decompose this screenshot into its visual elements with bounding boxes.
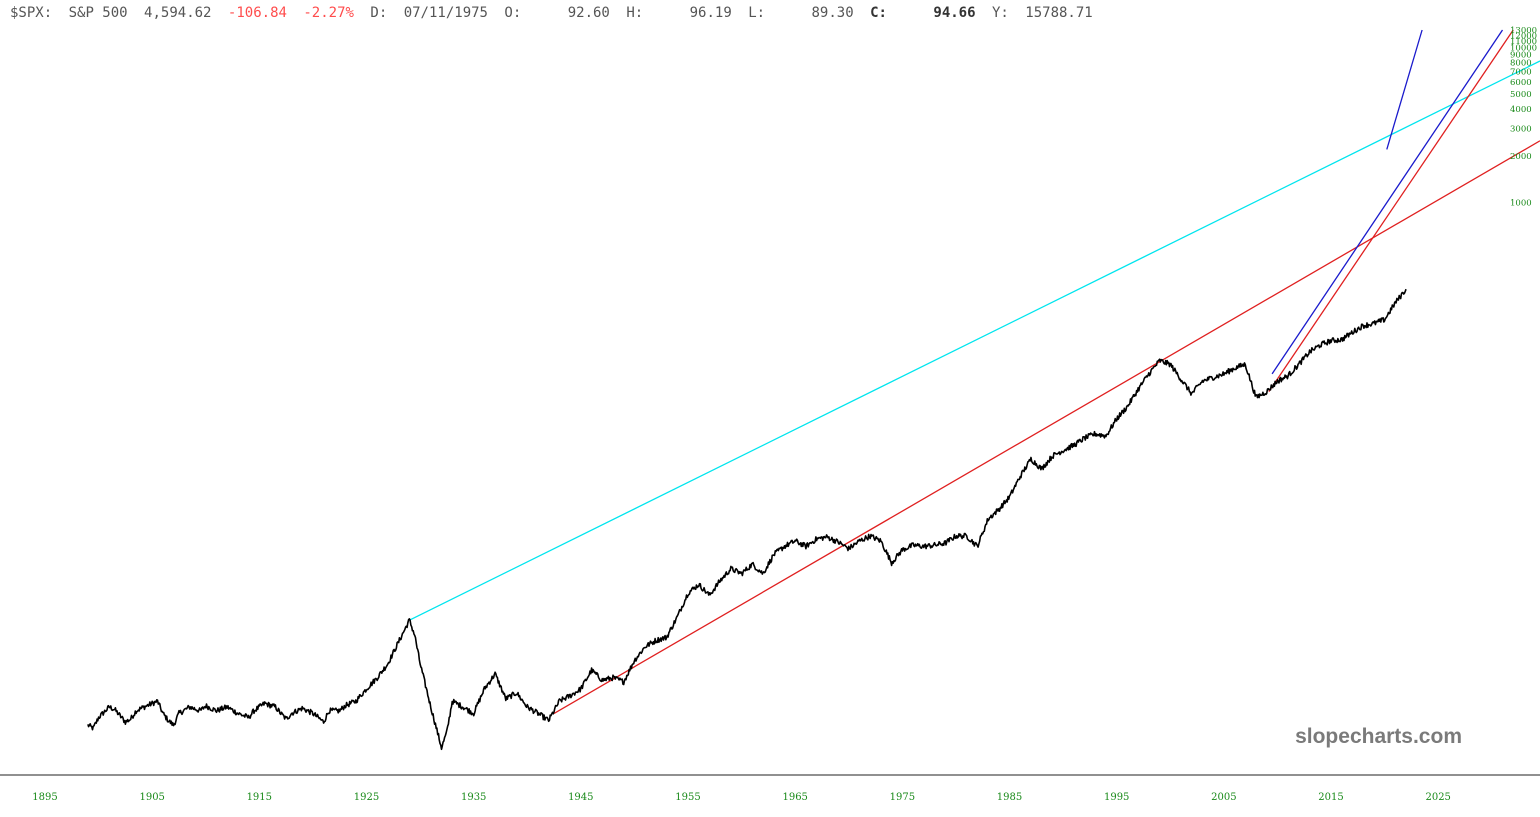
price-change-percent: -2.27% bbox=[303, 5, 354, 21]
high-label: H: bbox=[626, 5, 643, 21]
x-tick-label: 2005 bbox=[1211, 792, 1236, 803]
low-value: 89.30 bbox=[812, 5, 854, 21]
x-tick-label: 1935 bbox=[461, 792, 486, 803]
close-value: 94.66 bbox=[933, 5, 975, 21]
x-tick-label: 2015 bbox=[1318, 792, 1343, 803]
open-value: 92.60 bbox=[568, 5, 610, 21]
x-tick-label: 1965 bbox=[782, 792, 807, 803]
y-tick-label: 6000 bbox=[1510, 78, 1532, 88]
price-change: -106.84 bbox=[228, 5, 287, 21]
x-tick-label: 1905 bbox=[139, 792, 164, 803]
y-tick-label: 1000 bbox=[1510, 198, 1532, 208]
y-value: 15788.71 bbox=[1025, 5, 1092, 21]
x-tick-label: 1915 bbox=[247, 792, 272, 803]
date-value: 07/11/1975 bbox=[404, 5, 488, 21]
y-tick-label: 9000 bbox=[1510, 51, 1532, 61]
x-tick-label: 2025 bbox=[1425, 792, 1450, 803]
low-label: L: bbox=[748, 5, 765, 21]
x-tick-label: 1975 bbox=[890, 792, 915, 803]
y-label: Y: bbox=[992, 5, 1009, 21]
trendline-4 bbox=[1271, 29, 1504, 375]
watermark-text: slopecharts.com bbox=[1295, 725, 1462, 748]
y-axis-ticks: 1000 2000 3000 4000 5000 60007000800090001000… bbox=[1510, 26, 1537, 208]
y-tick-label: 8000 bbox=[1510, 59, 1532, 69]
y-tick-label: 7000 bbox=[1510, 68, 1532, 78]
y-tick-label: 4000 bbox=[1510, 105, 1532, 115]
trendline-layer bbox=[409, 29, 1540, 714]
x-tick-label: 1955 bbox=[675, 792, 700, 803]
x-axis-ticks: 1895 1905 1915 1925 1935 1945 1955 1965 1975 1985… bbox=[32, 792, 1451, 803]
last-price: 4,594.62 bbox=[144, 5, 211, 21]
x-tick-label: 1985 bbox=[997, 792, 1022, 803]
y-tick-label: 12000 bbox=[1510, 31, 1537, 41]
y-tick-label: 13000 bbox=[1510, 26, 1537, 36]
trendline-5 bbox=[1386, 29, 1423, 150]
chart-header: $SPX: S&P 500 4,594.62 -106.84 -2.27% D:… bbox=[10, 5, 1093, 21]
y-tick-label: 11000 bbox=[1510, 37, 1537, 47]
x-tick-label: 1895 bbox=[32, 792, 57, 803]
trendline-3 bbox=[1268, 29, 1514, 392]
x-tick-label: 1995 bbox=[1104, 792, 1129, 803]
x-tick-label: 1925 bbox=[354, 792, 379, 803]
trendline-2 bbox=[553, 140, 1540, 714]
instrument-name: S&P 500 bbox=[69, 5, 128, 21]
high-value: 96.19 bbox=[690, 5, 732, 21]
y-tick-label: 10000 bbox=[1510, 44, 1537, 54]
open-label: O: bbox=[504, 5, 521, 21]
y-tick-label: 5000 bbox=[1510, 90, 1532, 100]
date-label: D: bbox=[370, 5, 387, 21]
y-tick-label: 2000 bbox=[1510, 152, 1532, 162]
x-tick-label: 1945 bbox=[568, 792, 593, 803]
close-label: C: bbox=[870, 5, 887, 21]
price-series-line bbox=[87, 288, 1407, 751]
symbol-label: $SPX: bbox=[10, 5, 52, 21]
y-tick-label: 3000 bbox=[1510, 125, 1532, 135]
trendline-1 bbox=[409, 60, 1540, 621]
